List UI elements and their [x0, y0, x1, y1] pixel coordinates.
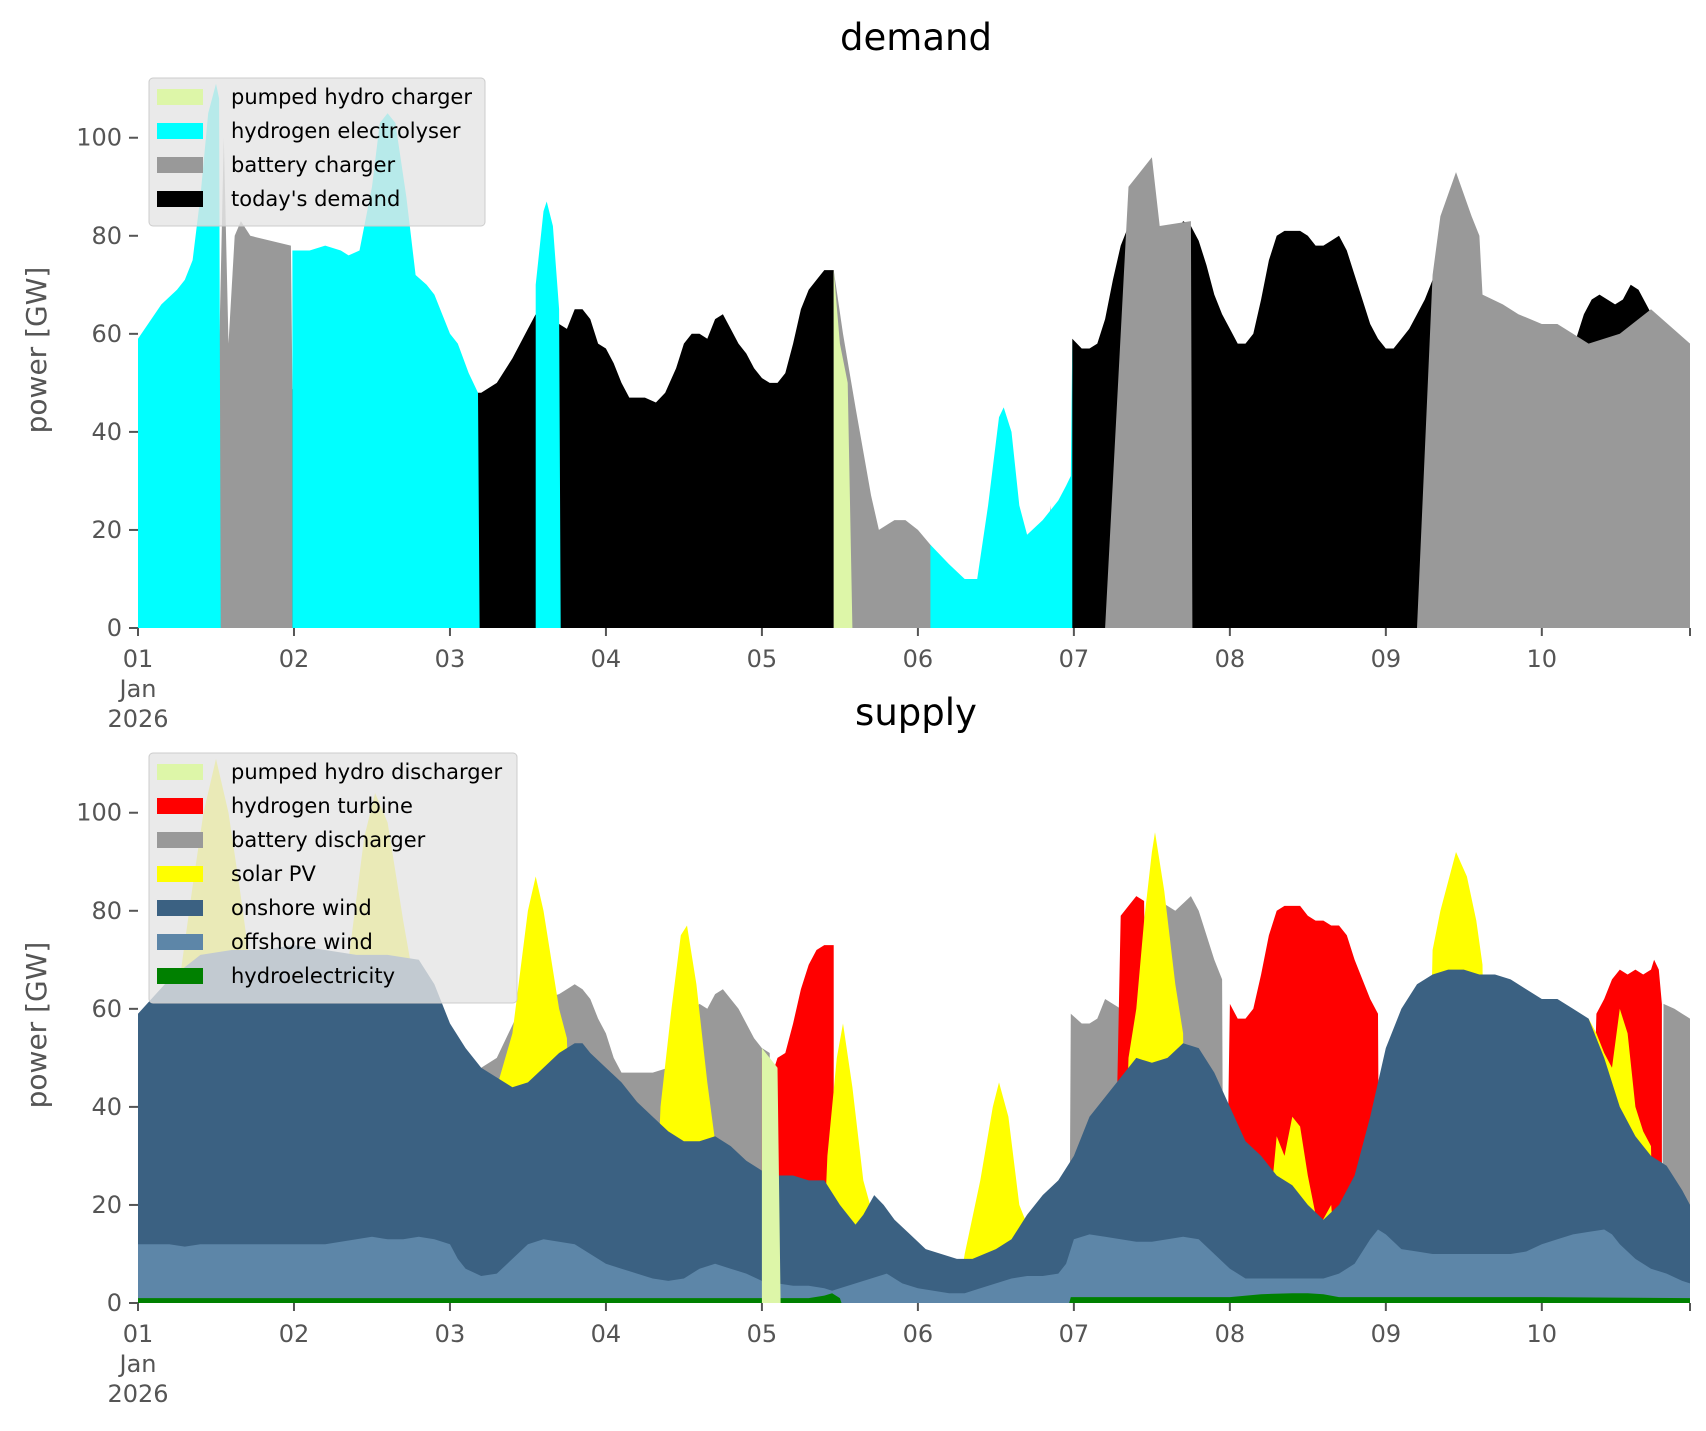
demand-area-hydrogen-electrolyser-3: [138, 83, 1690, 629]
supply-areas: [138, 758, 1691, 1303]
supply-legend-label: onshore wind: [231, 896, 372, 920]
supply-ytick-label: 40: [91, 1093, 122, 1121]
demand-ytick-label: 20: [91, 516, 122, 544]
demand-xtick-label: 01 Jan 2026: [107, 645, 168, 733]
demand-ylabel: power [GW]: [20, 267, 53, 434]
supply-legend-swatch: [157, 798, 203, 814]
demand-ytick-label: 0: [107, 614, 122, 642]
supply-xtick-label: 01 Jan 2026: [107, 1320, 168, 1408]
supply-legend-swatch: [157, 934, 203, 950]
demand-xtick-label: 03: [435, 645, 466, 673]
demand-legend-label: battery charger: [231, 153, 396, 177]
demand-legend: pumped hydro charger hydrogen electrolyse…: [148, 77, 486, 227]
supply-legend-swatch: [157, 968, 203, 984]
supply-xtick-label: 05: [747, 1320, 778, 1348]
supply-area-offshore-wind-4: [138, 1229, 1690, 1303]
demand-legend-label: today's demand: [231, 187, 400, 211]
demand-legend-swatch: [157, 123, 203, 139]
demand-legend-box: [148, 77, 486, 227]
supply-legend-label: pumped hydro discharger: [231, 760, 502, 784]
demand-xtick-label: 08: [1215, 645, 1246, 673]
supply-axes: 0 20 40 60 80 100 01 Jan 2026 02 03 04 05 06 07 08 09 10: [76, 799, 1691, 1408]
supply-legend-label: battery discharger: [231, 828, 426, 852]
supply-ylabel: power [GW]: [20, 942, 53, 1109]
demand-xtick-label: 02: [279, 645, 310, 673]
demand-legend-swatch: [157, 191, 203, 207]
supply-area-hydroelectricity-5: [138, 1293, 1690, 1303]
supply-legend-box: [148, 752, 518, 1004]
demand-legend-label: pumped hydro charger: [231, 85, 472, 109]
demand-legend-label: hydrogen electrolyser: [231, 119, 461, 143]
demand-xtick-label: 06: [903, 645, 934, 673]
supply-ytick-label: 60: [91, 995, 122, 1023]
demand-legend-swatch: [157, 157, 203, 173]
demand-xtick-label: 10: [1527, 645, 1558, 673]
demand-xtick-label: 09: [1371, 645, 1402, 673]
supply-area-battery-discharger-0: [481, 896, 1691, 1303]
supply-ytick-label: 100: [76, 799, 122, 827]
demand-xtick-label: 04: [591, 645, 622, 673]
supply-xtick-label: 06: [903, 1320, 934, 1348]
demand-areas: [138, 83, 1691, 629]
supply-legend-swatch: [157, 764, 203, 780]
supply-area-onshore-wind-3: [138, 945, 1690, 1303]
supply-xtick-label: 08: [1215, 1320, 1246, 1348]
supply-xtick-label: 10: [1527, 1320, 1558, 1348]
supply-ytick-label: 80: [91, 897, 122, 925]
demand-xtick-label: 05: [747, 645, 778, 673]
demand-title: demand: [840, 16, 992, 59]
supply-legend-label: hydroelectricity: [231, 964, 395, 988]
demand-xtick-label: 07: [1059, 645, 1090, 673]
supply-xtick-label: 02: [279, 1320, 310, 1348]
demand-ytick-label: 60: [91, 320, 122, 348]
demand-area-battery-charger-2: [219, 137, 1691, 628]
supply-xtick-label: 09: [1371, 1320, 1402, 1348]
supply-ytick-label: 20: [91, 1191, 122, 1219]
supply-legend-swatch: [157, 832, 203, 848]
demand-legend-swatch: [157, 89, 203, 105]
supply-xtick-label: 03: [435, 1320, 466, 1348]
demand-axes: 0 20 40 60 80 100 01 Jan 2026 02 03 04 05 06 07 08 09 10: [76, 124, 1691, 733]
supply-legend: pumped hydro discharger hydrogen turbine b…: [148, 752, 518, 1004]
supply-legend-swatch: [157, 900, 203, 916]
supply-legend-label: hydrogen turbine: [231, 794, 413, 818]
supply-legend-swatch: [157, 866, 203, 882]
supply-legend-label: solar PV: [231, 862, 316, 886]
demand-ytick-label: 100: [76, 124, 122, 152]
demand-ytick-label: 40: [91, 418, 122, 446]
supply-xtick-label: 04: [591, 1320, 622, 1348]
supply-xtick-label: 07: [1059, 1320, 1090, 1348]
demand-ytick-label: 80: [91, 222, 122, 250]
supply-ytick-label: 0: [107, 1289, 122, 1317]
supply-legend-label: offshore wind: [231, 930, 373, 954]
supply-title: supply: [855, 691, 977, 734]
